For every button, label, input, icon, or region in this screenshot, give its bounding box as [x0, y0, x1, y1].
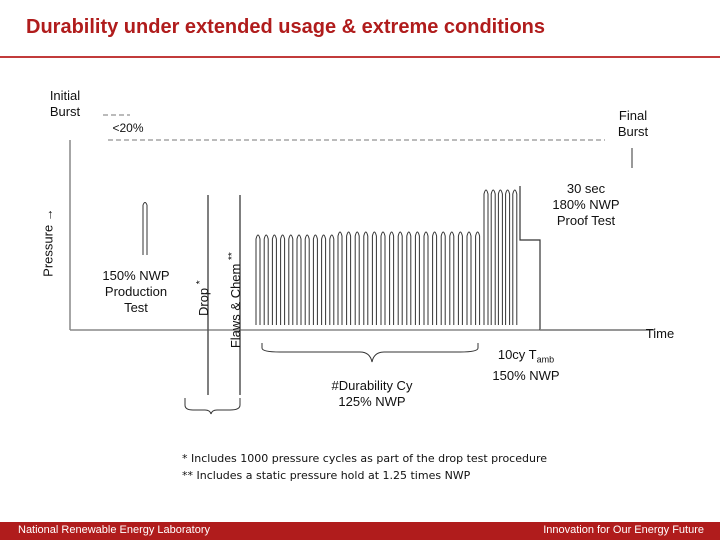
ambient-nwp: 150% NWP: [492, 367, 560, 383]
durability-label: #Durability Cy 125% NWP: [331, 378, 413, 409]
pressure-cycle: [354, 231, 360, 325]
pressure-cycle: [432, 231, 438, 325]
flaws-chem-text: Flaws & Chem: [228, 263, 244, 349]
pressure-cycle: [505, 189, 511, 325]
flaws-chem-label: Flaws & Chem **: [227, 237, 243, 363]
pressure-cycle: [255, 234, 261, 325]
pressure-cycle: [512, 189, 518, 325]
production-test-label: 150% NWP Production Test: [102, 268, 170, 315]
ambient-prefix: 10cy T: [497, 347, 537, 362]
proof-test-label: 30 sec 180% NWP Proof Test: [552, 181, 620, 228]
drop-label: Drop *: [195, 273, 211, 323]
pressure-cycle: [497, 189, 503, 325]
pressure-cycle: [304, 234, 310, 325]
pressure-cycle: [380, 231, 386, 325]
pressure-cycle: [490, 189, 496, 325]
pressure-cycle: [466, 231, 472, 325]
page-title: Durability under extended usage & extrem…: [26, 16, 546, 38]
footer-org: National Renewable Energy Laboratory: [18, 524, 211, 536]
pressure-cycle: [321, 234, 327, 325]
burst-margin-label: <20%: [112, 121, 144, 135]
pressure-cycle: [263, 234, 269, 325]
footer-tagline: Innovation for Our Energy Future: [543, 524, 704, 536]
pressure-cycle: [346, 231, 352, 325]
pressure-cycle: [483, 189, 489, 325]
drop-brace: [184, 398, 241, 415]
production-test-pulse: [142, 202, 148, 255]
pressure-cycle: [397, 231, 403, 325]
pressure-cycle: [337, 231, 343, 325]
drop-text: Drop: [196, 287, 212, 317]
ambient-cycles-label: 10cy Tamb 150% NWP: [478, 347, 574, 384]
pressure-cycle: [440, 231, 446, 325]
pressure-cycle: [457, 231, 463, 325]
title-divider: [0, 56, 720, 58]
drop-footnote-mark: *: [194, 280, 206, 285]
pressure-cycle: [371, 231, 377, 325]
pressure-axis-label: Pressure →: [40, 208, 56, 277]
pressure-cycle: [414, 231, 420, 325]
pressure-cycle: [449, 231, 455, 325]
pressure-cycle: [363, 231, 369, 325]
footer-bar: National Renewable Energy Laboratory Inn…: [0, 522, 720, 540]
time-axis-label: Time: [645, 326, 675, 341]
ambient-sub: amb: [536, 354, 555, 365]
proof-test-step: [519, 186, 541, 330]
flaws-footnote-mark: **: [226, 252, 238, 260]
final-burst-label: Final Burst: [617, 108, 649, 139]
pressure-cycle: [329, 234, 335, 325]
footnotes: * Includes 1000 pressure cycles as part …: [182, 450, 547, 484]
pressure-cycle: [423, 231, 429, 325]
pressure-cycle: [406, 231, 412, 325]
pressure-cycle: [288, 234, 294, 325]
pressure-cycle: [475, 231, 481, 325]
durability-cycles: [255, 189, 518, 325]
pressure-cycle: [280, 234, 286, 325]
pressure-cycle: [271, 234, 277, 325]
pressure-cycle: [389, 231, 395, 325]
footnote-flaws: ** Includes a static pressure hold at 1.…: [182, 469, 471, 482]
initial-burst-label: Initial Burst: [49, 88, 81, 119]
pressure-cycle: [312, 234, 318, 325]
durability-brace: [261, 343, 479, 363]
pressure-cycle: [296, 234, 302, 325]
footnote-drop: * Includes 1000 pressure cycles as part …: [182, 452, 547, 465]
